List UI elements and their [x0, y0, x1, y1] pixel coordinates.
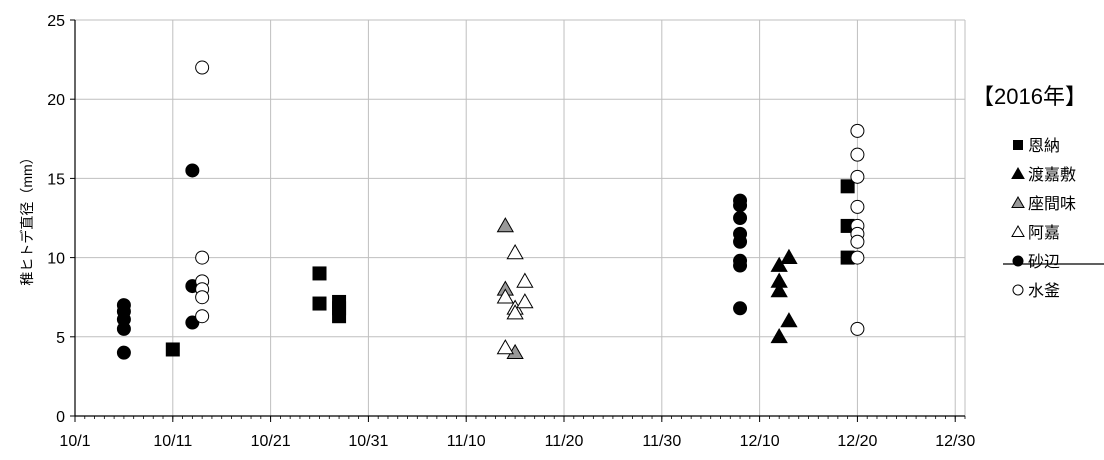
labels-layer: 稚ヒトデ直径（mm） 【2016年】	[19, 84, 1087, 286]
legend-label: 阿嘉	[1028, 224, 1060, 242]
legend-label: 砂辺	[1028, 253, 1060, 271]
legend-triangle-icon	[1011, 166, 1025, 179]
square-data-point	[332, 309, 347, 324]
series-0	[165, 179, 855, 357]
circle-data-point	[733, 198, 748, 213]
circle-data-point	[195, 60, 210, 75]
x-tick-label: 10/11	[153, 433, 192, 450]
triangle-data-point	[516, 293, 534, 309]
x-tick-label: 12/10	[740, 433, 780, 450]
x-tick-label: 10/21	[251, 433, 291, 450]
y-tick-label: 25	[47, 13, 65, 30]
triangle-data-point	[496, 288, 514, 304]
series-3	[496, 244, 534, 355]
square-data-point	[312, 266, 327, 281]
legend-label: 水釜	[1028, 282, 1060, 300]
circle-data-point	[733, 301, 748, 316]
legend-triangle-icon	[1011, 224, 1025, 237]
circle-data-point	[185, 163, 200, 178]
circle-data-point	[195, 250, 210, 265]
circle-data-point	[850, 199, 865, 214]
x-tick-label: 10/31	[348, 433, 388, 450]
x-tick-label: 11/10	[447, 433, 486, 450]
legend-label: 渡嘉敷	[1028, 165, 1076, 184]
x-tick-label: 12/30	[935, 433, 975, 450]
y-tick-label: 10	[47, 251, 65, 268]
legend-triangle-icon	[1011, 195, 1025, 208]
legend-label: 座間味	[1028, 195, 1076, 213]
series-5	[195, 60, 865, 336]
legend-square-icon	[1013, 140, 1023, 150]
circle-data-point	[850, 250, 865, 265]
x-tick-label: 11/30	[642, 433, 681, 450]
year-label: 【2016年】	[972, 84, 1087, 109]
triangle-data-point	[516, 272, 534, 288]
triangle-data-point	[780, 248, 798, 264]
y-tick-label: 20	[47, 92, 65, 109]
triangle-data-point	[770, 282, 788, 298]
triangle-data-point	[496, 339, 514, 355]
triangle-data-point	[780, 312, 798, 328]
series-4	[116, 163, 748, 360]
x-tick-label: 10/1	[59, 433, 90, 450]
square-data-point	[165, 342, 180, 357]
legend-circle-icon	[1012, 284, 1024, 296]
circle-data-point	[195, 290, 210, 305]
triangle-data-point	[770, 327, 788, 344]
triangle-data-point	[506, 304, 524, 320]
triangle-data-point	[496, 217, 514, 233]
square-data-point	[840, 179, 855, 194]
square-data-point	[312, 296, 327, 311]
triangle-data-point	[506, 244, 524, 260]
circle-data-point	[850, 234, 865, 249]
y-tick-label: 5	[56, 330, 65, 347]
legend-label: 恩納	[1028, 137, 1060, 155]
triangle-data-point	[770, 256, 788, 272]
axis-layer: 0 5 10 15 20 25 10/1 10/11 10/21 10/31 11/10 11/20 1…	[47, 13, 975, 450]
circle-data-point	[733, 258, 748, 273]
circle-data-point	[850, 169, 865, 184]
series-1	[770, 248, 798, 344]
circle-data-point	[116, 345, 131, 360]
series-2	[496, 217, 524, 359]
y-axis-label: 稚ヒトデ直径（mm）	[19, 150, 35, 285]
circle-data-point	[185, 315, 200, 330]
grid-layer	[75, 19, 966, 416]
circle-data-point	[116, 321, 131, 336]
circle-data-point	[733, 211, 748, 225]
circle-data-point	[850, 321, 865, 336]
x-tick-label: 12/20	[837, 433, 877, 450]
circle-data-point	[195, 309, 210, 324]
circle-data-point	[850, 147, 865, 162]
x-tick-label: 11/20	[545, 433, 584, 450]
points-layer	[116, 60, 865, 360]
circle-data-point	[733, 234, 748, 249]
y-tick-label: 15	[47, 171, 65, 188]
circle-data-point	[850, 123, 865, 138]
y-tick-label: 0	[56, 409, 65, 426]
